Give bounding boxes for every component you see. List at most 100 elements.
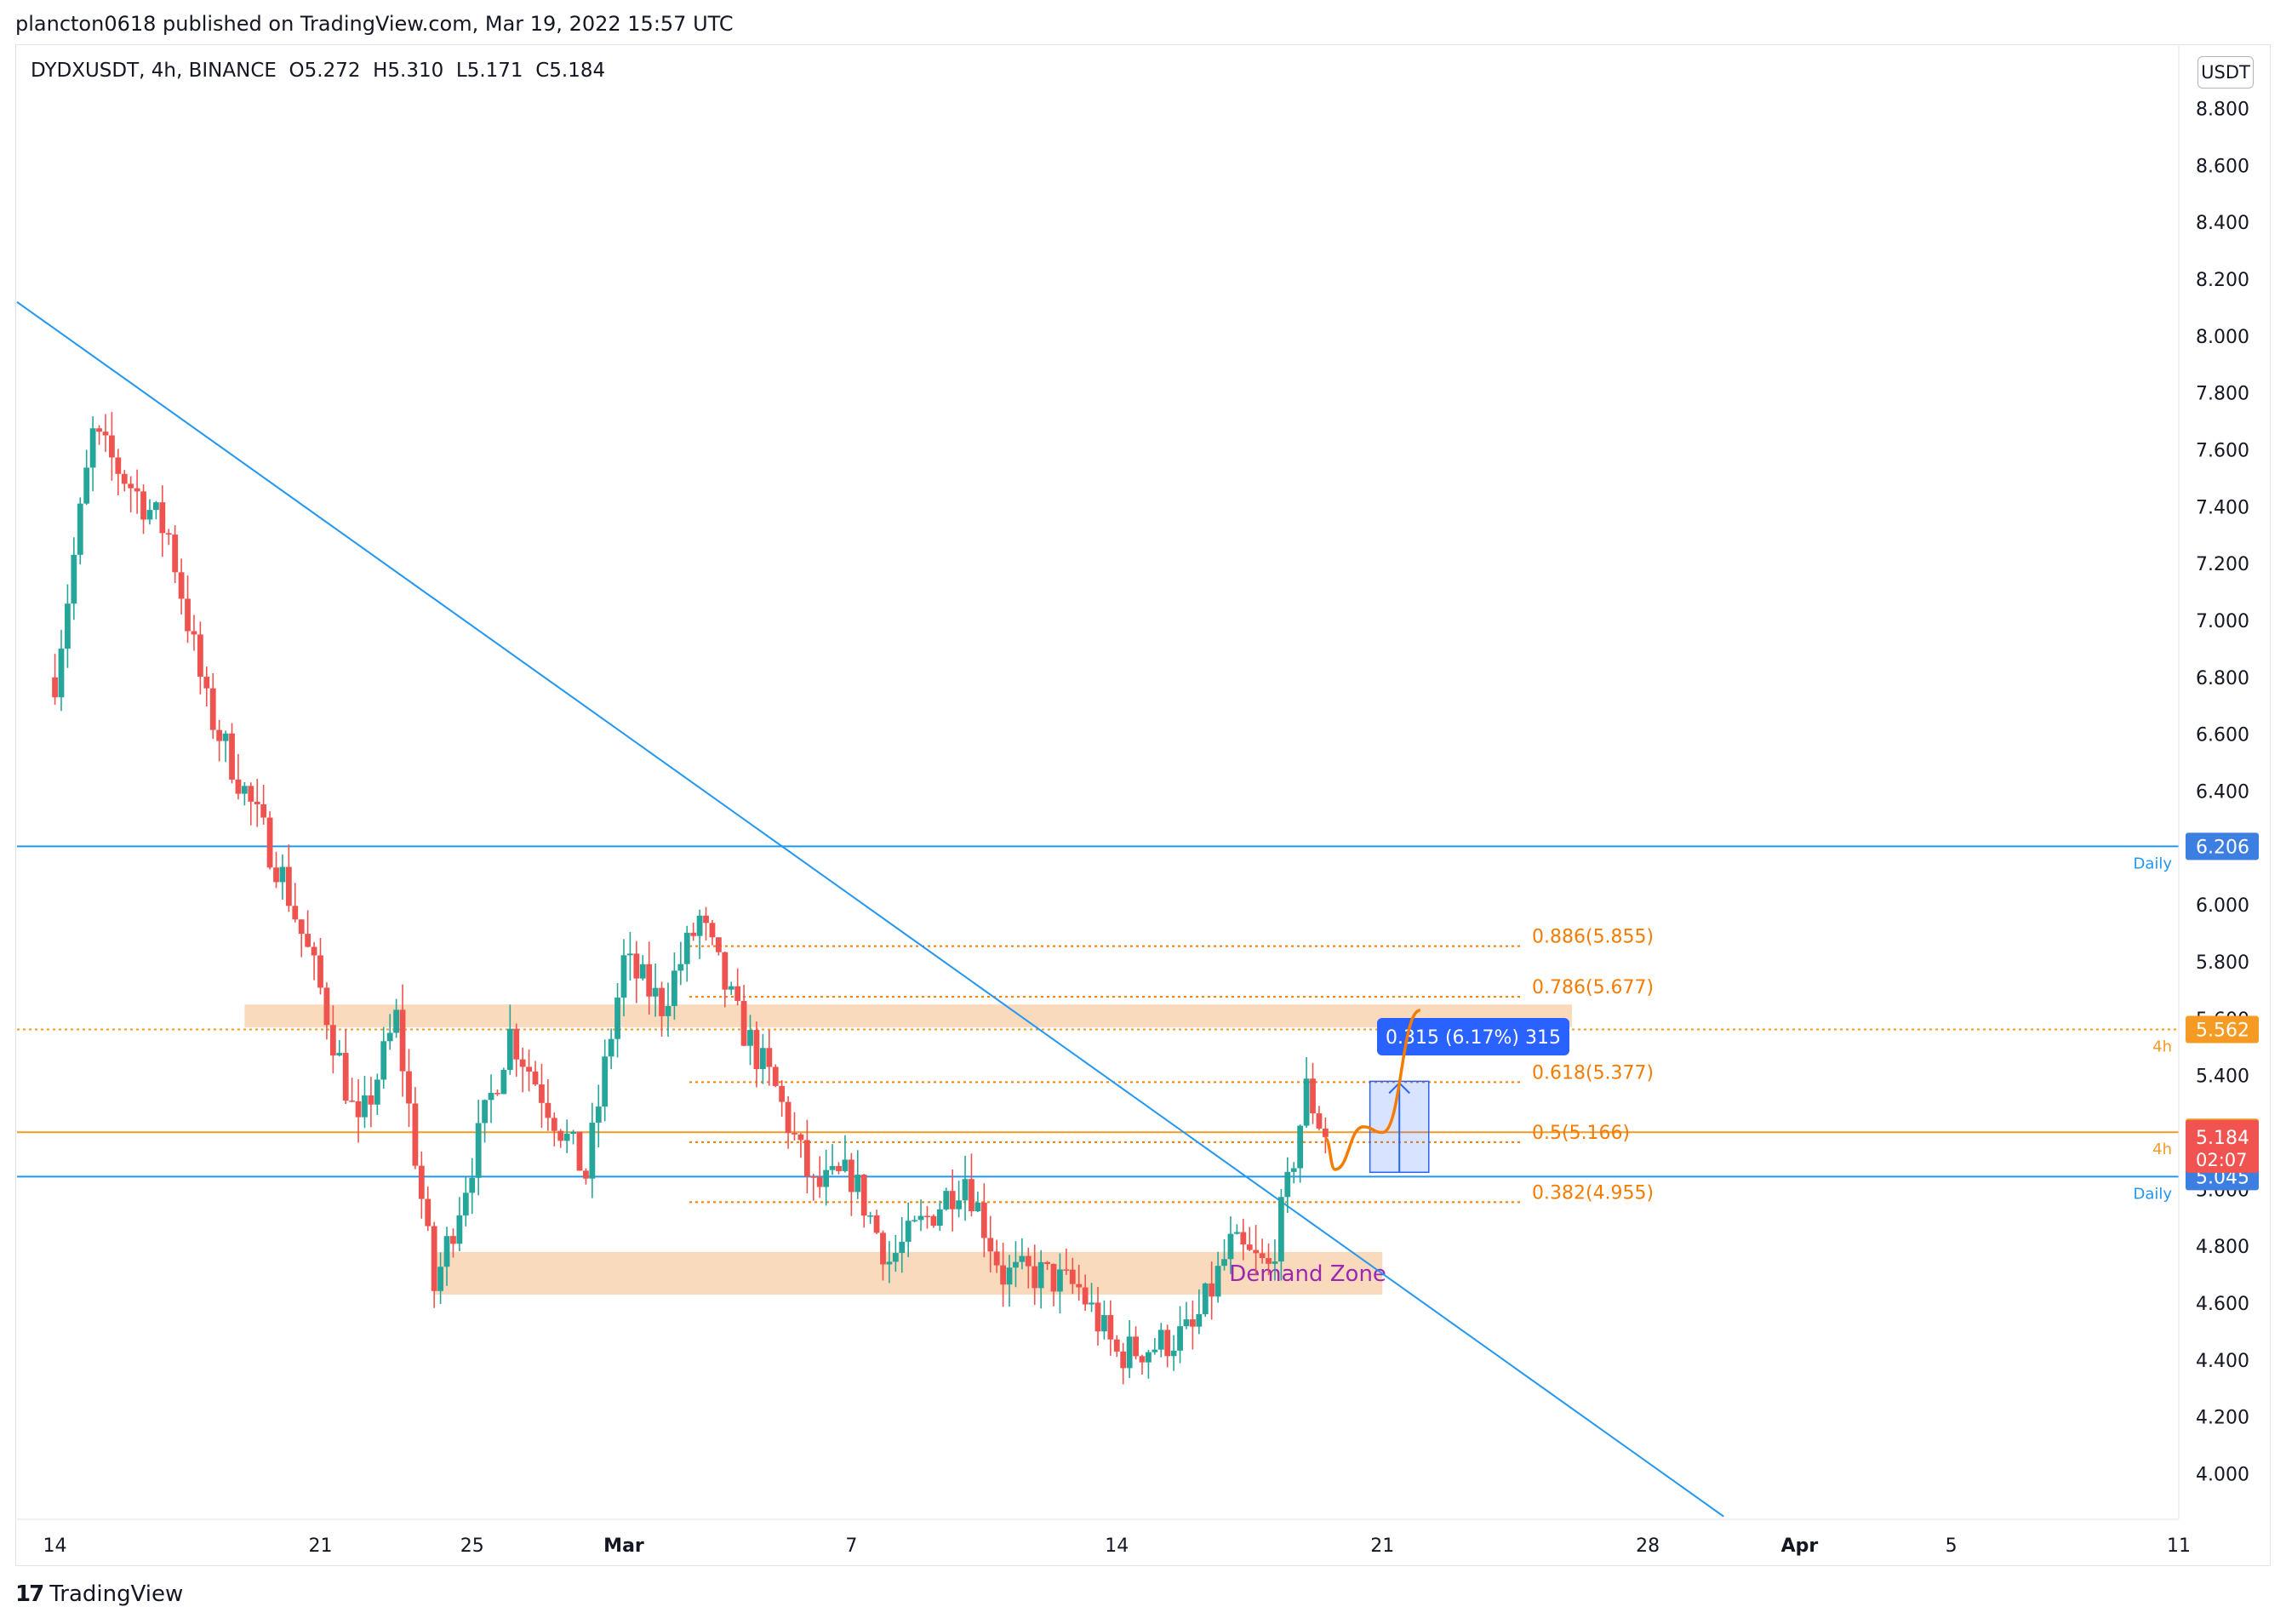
candle-body (576, 1131, 583, 1171)
candle-body (469, 1177, 476, 1193)
projection-path (1323, 1009, 1421, 1171)
current-price-label: 5.184 (2196, 1128, 2249, 1149)
candle-body (266, 817, 273, 868)
candle-body (443, 1236, 450, 1267)
candle-body (930, 1215, 937, 1227)
candle-body (633, 953, 640, 979)
candle-body (1063, 1269, 1070, 1271)
candle-body (185, 598, 191, 632)
candle-body (924, 1215, 930, 1218)
publisher-line: plancton0618 published on TradingView.co… (15, 12, 734, 36)
candle-body (772, 1066, 779, 1086)
candle-body (102, 432, 109, 436)
candle-body (1177, 1326, 1183, 1351)
candle-body (892, 1253, 899, 1262)
price-tick: 4.200 (2196, 1408, 2249, 1429)
candle-body (393, 1009, 400, 1033)
candle-body (71, 554, 77, 604)
candle-body (823, 1169, 830, 1187)
candle-body (456, 1215, 463, 1244)
candle-body (292, 906, 299, 920)
candle-body (1101, 1315, 1107, 1332)
price-tick: 4.600 (2196, 1294, 2249, 1315)
candle-body (1272, 1261, 1278, 1264)
candle-body (248, 786, 254, 802)
candle-body (740, 1000, 747, 1046)
candle-body (1037, 1261, 1044, 1289)
candle-body (696, 915, 703, 936)
price-tick: 8.800 (2196, 100, 2249, 121)
candle-body (836, 1165, 842, 1171)
candle-body (83, 467, 90, 504)
candle-body (1120, 1351, 1127, 1369)
candle-body (323, 987, 330, 1026)
candle-body (526, 1066, 532, 1072)
candle-body (65, 603, 71, 649)
candle-body (1076, 1284, 1083, 1288)
candle-body (665, 1005, 672, 1016)
measure-label: 0.315 (6.17%) 315 (1386, 1027, 1561, 1049)
price-axis: 8.800 8.600 8.400 8.200 8.000 7.800 7.600 7.400… (2178, 46, 2259, 1519)
trendline-layer (16, 300, 1724, 1518)
candle-body (494, 1093, 500, 1095)
currency-button[interactable]: USDT (2197, 56, 2254, 89)
candle-body (1190, 1319, 1196, 1327)
candle-body (1266, 1258, 1272, 1264)
candle-body (1246, 1244, 1253, 1250)
candle-body (639, 964, 646, 979)
candle-body (683, 932, 690, 964)
candle-body (595, 1106, 602, 1124)
candle-body (134, 488, 140, 492)
candle-body (747, 1030, 753, 1046)
candle-body (1277, 1197, 1284, 1262)
candle-body (475, 1123, 482, 1178)
levels-layer: Daily Daily 4h 4h (17, 845, 2179, 1203)
legend-open: O5.272 (289, 60, 361, 82)
candle-body (362, 1095, 368, 1118)
candle-body (412, 1103, 419, 1166)
price-tick: 8.400 (2196, 213, 2249, 234)
candle-body (1259, 1253, 1266, 1259)
candle-body (96, 428, 102, 432)
price-tick: 5.800 (2196, 952, 2249, 974)
candle-body (1196, 1313, 1203, 1327)
price-tick: 6.600 (2196, 725, 2249, 746)
candle-body (298, 919, 305, 935)
candle-body (936, 1209, 943, 1227)
candle-body (159, 502, 166, 534)
time-tick: 21 (1370, 1535, 1394, 1557)
candles-layer (52, 412, 1329, 1385)
candle-body (646, 964, 653, 997)
candle-body (854, 1175, 861, 1192)
candle-body (260, 803, 267, 818)
candle-body (785, 1101, 792, 1134)
price-tick: 7.000 (2196, 611, 2249, 632)
candle-body (829, 1165, 836, 1170)
candle-body (1019, 1255, 1026, 1262)
candle-body (912, 1220, 918, 1221)
candle-body (867, 1215, 874, 1217)
candle-body (1303, 1078, 1310, 1126)
candle-body (140, 491, 146, 520)
candle-body (1032, 1266, 1038, 1289)
time-tick: 21 (308, 1535, 332, 1557)
tradingview-wordmark: TradingView (49, 1581, 184, 1607)
candle-body (109, 435, 115, 458)
candle-body (1170, 1350, 1177, 1357)
candle-body (956, 1200, 963, 1209)
tradingview-logo[interactable]: 17 TradingView (15, 1581, 183, 1607)
candle-body (759, 1048, 766, 1070)
candle-body (172, 535, 179, 573)
candle-body (614, 998, 620, 1039)
candle-body (1233, 1232, 1240, 1234)
candle-body (797, 1134, 804, 1141)
candle-body (652, 987, 659, 997)
candle-body (506, 1028, 513, 1070)
candle-body (1146, 1352, 1152, 1363)
candle-body (513, 1028, 520, 1060)
candle-body (1221, 1259, 1227, 1267)
price-tick: 4.400 (2196, 1351, 2249, 1372)
fib-layer: 0.886(5.855) 0.786(5.677) 0.618(5.377) 0.5(… (689, 927, 1654, 1204)
candle-body (974, 1202, 981, 1211)
